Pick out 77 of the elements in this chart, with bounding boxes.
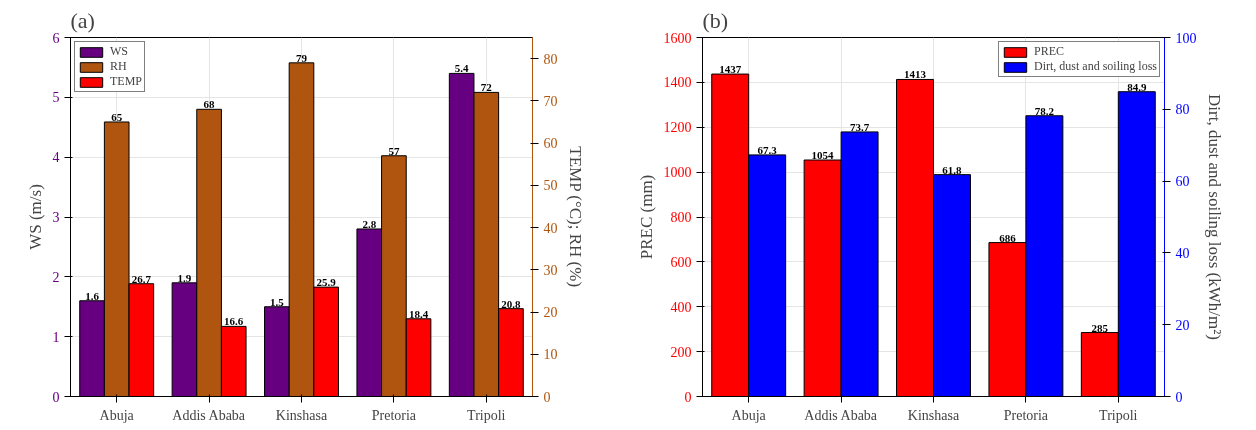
y-tick-label: 6 <box>52 30 60 46</box>
x-tick-label: Tripoli <box>1099 407 1138 423</box>
y2-tick-label: 60 <box>1175 174 1190 190</box>
x-tick-label: Kinshasa <box>275 407 328 423</box>
data-label: 18.4 <box>408 307 429 320</box>
data-label: 25.9 <box>316 276 337 289</box>
data-label: 72 <box>480 81 493 94</box>
data-label: 1413 <box>904 68 927 81</box>
x-tick-label: Tripoli <box>467 407 506 423</box>
data-label: 84.9 <box>1127 80 1147 93</box>
y-tick-label: 1 <box>52 329 60 345</box>
data-label: 79 <box>296 51 308 64</box>
y-tick-label: 800 <box>670 210 692 225</box>
y2-axis-title: TEMP (°C); RH (%) <box>565 146 585 288</box>
data-label: 686 <box>999 231 1017 244</box>
data-label: 285 <box>1091 321 1109 334</box>
y2-tick-label: 60 <box>543 136 558 152</box>
y-tick-label: 3 <box>52 210 60 225</box>
x-tick-label: Addis Ababa <box>804 407 878 423</box>
legend-label: PREC <box>1033 44 1064 59</box>
y2-tick-label: 80 <box>543 51 558 67</box>
y-tick-label: 5 <box>52 90 60 106</box>
y-tick-label: 600 <box>670 254 692 270</box>
legend-label: WS <box>110 44 129 59</box>
y2-tick-label: 40 <box>1175 245 1190 261</box>
x-tick-label: Abuja <box>731 407 767 423</box>
legend-label: Dirt, dust and soiling loss <box>1033 59 1157 74</box>
data-label: 1.5 <box>269 295 285 308</box>
data-label: 78.2 <box>1034 104 1055 117</box>
data-label: 67.3 <box>757 143 778 156</box>
y-axis-title: WS (m/s) <box>25 184 45 250</box>
data-label: 73.7 <box>849 120 870 133</box>
y2-tick-label: 40 <box>543 220 558 236</box>
y2-tick-label: 50 <box>543 178 558 194</box>
chart-title: (b) <box>702 7 729 33</box>
data-label: 26.7 <box>131 272 152 285</box>
data-label: 2.8 <box>362 217 377 230</box>
x-tick-label: Pretoria <box>1003 407 1049 423</box>
y-tick-label: 2 <box>52 269 60 285</box>
y-tick-label: 400 <box>670 299 692 315</box>
data-label: 68 <box>203 98 216 111</box>
data-label: 65 <box>111 110 123 123</box>
y2-tick-label: 80 <box>1175 102 1190 118</box>
data-label: 1.6 <box>85 289 100 302</box>
data-label: 1.9 <box>177 271 192 284</box>
y2-tick-label: 0 <box>543 389 551 405</box>
y2-tick-label: 20 <box>1175 317 1190 333</box>
y2-tick-label: 70 <box>543 93 558 109</box>
x-tick-label: Addis Ababa <box>172 407 246 423</box>
chart-title: (a) <box>70 7 95 33</box>
data-label: 16.6 <box>224 315 244 328</box>
y-tick-label: 0 <box>684 389 692 405</box>
y-tick-label: 4 <box>52 150 60 166</box>
y2-tick-label: 20 <box>543 305 558 321</box>
y2-tick-label: 10 <box>543 347 558 363</box>
data-label: 5.4 <box>454 62 470 75</box>
y-tick-label: 1400 <box>663 75 692 91</box>
y-tick-label: 1600 <box>663 30 692 46</box>
y2-tick-label: 100 <box>1175 30 1197 46</box>
y2-axis-title: Dirt, dust and soiling loss (kWh/m²) <box>1204 94 1224 340</box>
data-label: 61.8 <box>942 163 963 176</box>
legend-label: RH <box>110 59 128 74</box>
y-tick-label: 0 <box>52 389 60 405</box>
data-label: 57 <box>388 144 400 157</box>
x-tick-label: Pretoria <box>371 407 417 423</box>
y-axis-title: PREC (mm) <box>636 174 656 260</box>
legend-label: TEMP <box>110 74 143 89</box>
y-tick-label: 1200 <box>663 120 692 136</box>
y-tick-label: 200 <box>670 344 692 360</box>
data-label: 20.8 <box>501 297 522 310</box>
y-tick-label: 1000 <box>663 165 692 181</box>
y2-tick-label: 30 <box>543 262 558 278</box>
data-label: 1054 <box>811 149 835 162</box>
data-label: 1437 <box>719 63 742 76</box>
y2-tick-label: 0 <box>1175 389 1183 405</box>
x-tick-label: Abuja <box>99 407 135 423</box>
x-tick-label: Kinshasa <box>907 407 960 423</box>
